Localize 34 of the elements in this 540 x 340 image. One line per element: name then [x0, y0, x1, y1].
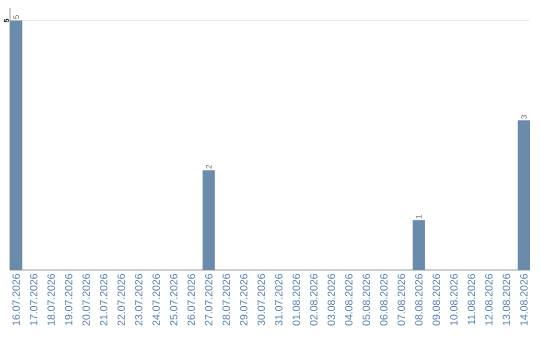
x-tick-label: 27.07.2026: [205, 274, 212, 326]
x-tick-label: 02.08.2026: [310, 274, 318, 326]
x-tick-label: 12.08.2026: [485, 274, 493, 326]
x-tick-label: 08.08.2026: [415, 274, 423, 326]
x-tick-label: 24.07.2026: [152, 274, 160, 326]
x-tick-label: 25.07.2026: [170, 274, 178, 326]
bar: [10, 20, 22, 270]
x-tick-label: 26.07.2026: [188, 274, 195, 326]
x-tick-label: 17.07.2026: [30, 274, 38, 326]
x-tick-label: 01.08.2026: [292, 274, 300, 326]
x-tick-label: 11.08.2026: [468, 274, 476, 324]
x-tick-label: 29.07.2026: [240, 274, 248, 326]
x-tick-label: 16.07.2026: [12, 274, 20, 326]
x-tick-label: 18.07.2026: [47, 274, 55, 326]
bar: [518, 120, 530, 270]
x-tick-label: 04.08.2026: [345, 274, 352, 326]
x-tick-label: 28.07.2026: [222, 274, 230, 326]
x-tick-label: 10.08.2026: [450, 274, 458, 326]
x-tick-label: 13.08.2026: [502, 274, 510, 326]
x-tick-label: 30.07.2026: [258, 274, 265, 326]
x-tick-label: 07.08.2026: [398, 274, 406, 326]
x-tick-label: 23.07.2026: [134, 274, 142, 326]
x-tick-label: 03.08.2026: [328, 274, 335, 326]
x-tick-label: 19.07.2026: [64, 274, 72, 326]
bar: [202, 170, 215, 270]
x-tick-label: 20.07.2026: [82, 274, 90, 326]
x-tick-label: 09.08.2026: [432, 274, 440, 326]
bar: [412, 220, 425, 270]
x-tick-label: 21.07.2026: [100, 274, 108, 326]
x-tick-label: 22.07.2026: [117, 274, 125, 326]
x-tick-label: 06.08.2026: [380, 274, 388, 326]
x-tick-label: 31.07.2026: [275, 274, 282, 326]
x-tick-label: 14.08.2026: [520, 274, 528, 326]
x-tick-label: 05.08.2026: [362, 274, 370, 326]
